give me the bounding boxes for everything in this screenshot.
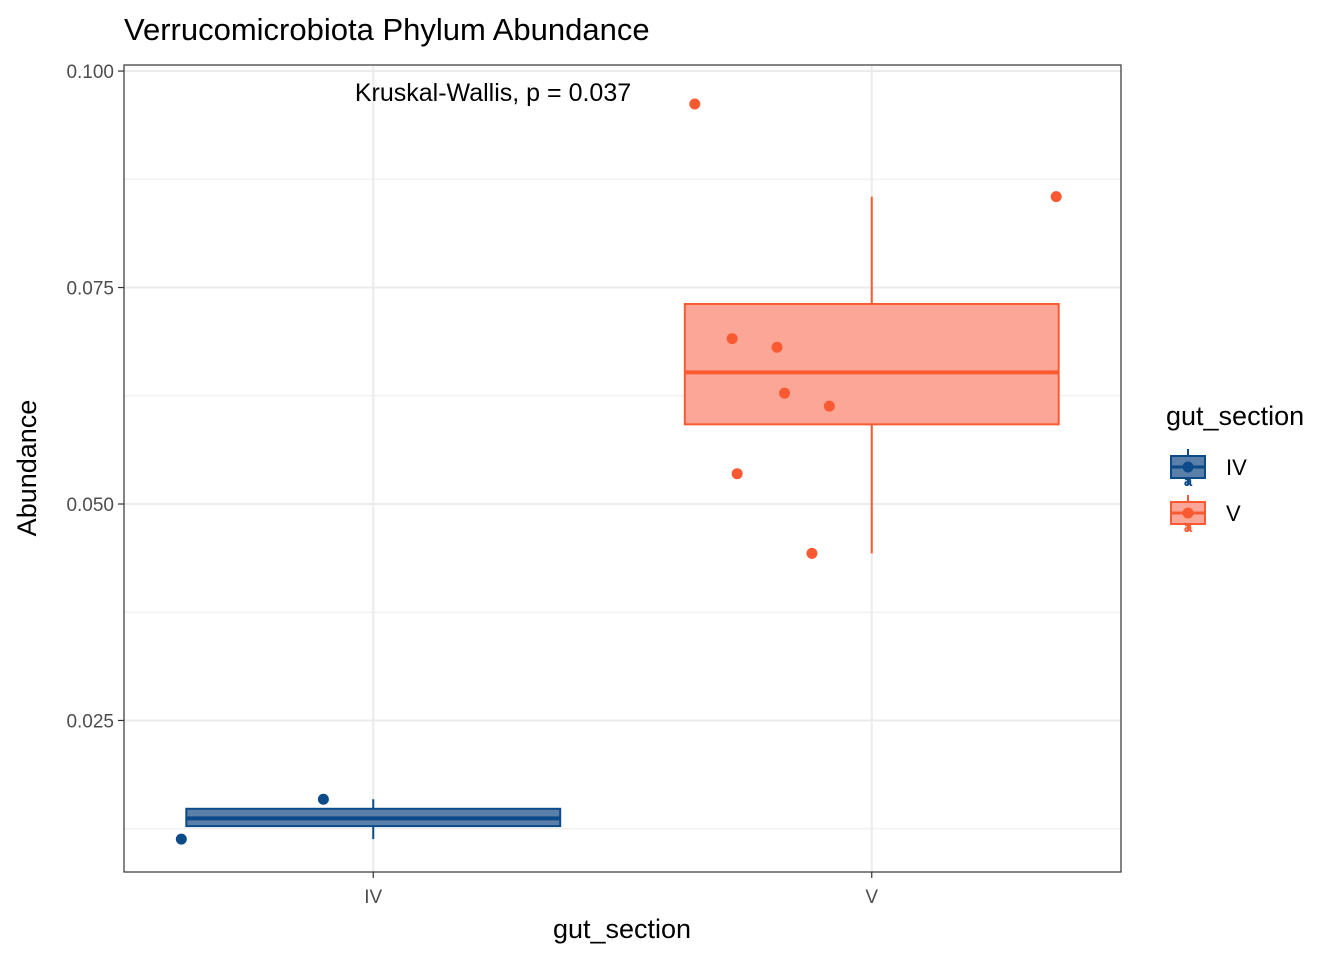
legend-key-letter: a xyxy=(1184,519,1193,536)
y-tick-label: 0.100 xyxy=(66,62,114,83)
data-point xyxy=(689,98,701,110)
legend-label: IV xyxy=(1226,455,1247,480)
legend-key-point xyxy=(1182,507,1194,519)
legend-key-point xyxy=(1182,461,1194,473)
legend-item-IV: a IV xyxy=(1170,449,1247,490)
y-tick-label: 0.075 xyxy=(66,279,114,300)
plot-background xyxy=(124,65,1121,872)
data-point xyxy=(771,341,783,353)
data-point xyxy=(317,793,329,805)
legend-title: gut_section xyxy=(1166,401,1304,431)
kruskal-wallis-annotation: Kruskal-Wallis, p = 0.037 xyxy=(355,79,631,107)
chart-title: Verrucomicrobiota Phylum Abundance xyxy=(124,12,650,47)
x-tick-label: IV xyxy=(364,887,382,908)
data-point xyxy=(779,387,791,399)
data-point xyxy=(823,400,835,412)
plot-area xyxy=(123,64,1122,873)
data-point xyxy=(175,833,187,845)
box-IV xyxy=(175,793,562,845)
y-axis-label: Abundance xyxy=(12,400,42,537)
panel-border xyxy=(123,64,1122,873)
y-tick-label: 0.050 xyxy=(66,495,114,516)
data-point xyxy=(806,547,818,559)
data-point xyxy=(1050,191,1062,203)
data-point xyxy=(731,468,743,480)
legend-label: V xyxy=(1226,501,1241,526)
y-tick-label: 0.025 xyxy=(66,711,114,732)
x-axis: IV V xyxy=(364,872,878,908)
data-point xyxy=(726,333,738,345)
box-iqr xyxy=(683,302,1060,426)
x-axis-label: gut_section xyxy=(553,914,691,944)
y-axis: 0.025 0.050 0.075 0.100 xyxy=(66,62,124,732)
box-V xyxy=(683,98,1062,559)
x-tick-label: V xyxy=(865,887,878,908)
legend-item-V: aV xyxy=(1170,495,1241,536)
legend-key-letter: a xyxy=(1184,473,1193,490)
